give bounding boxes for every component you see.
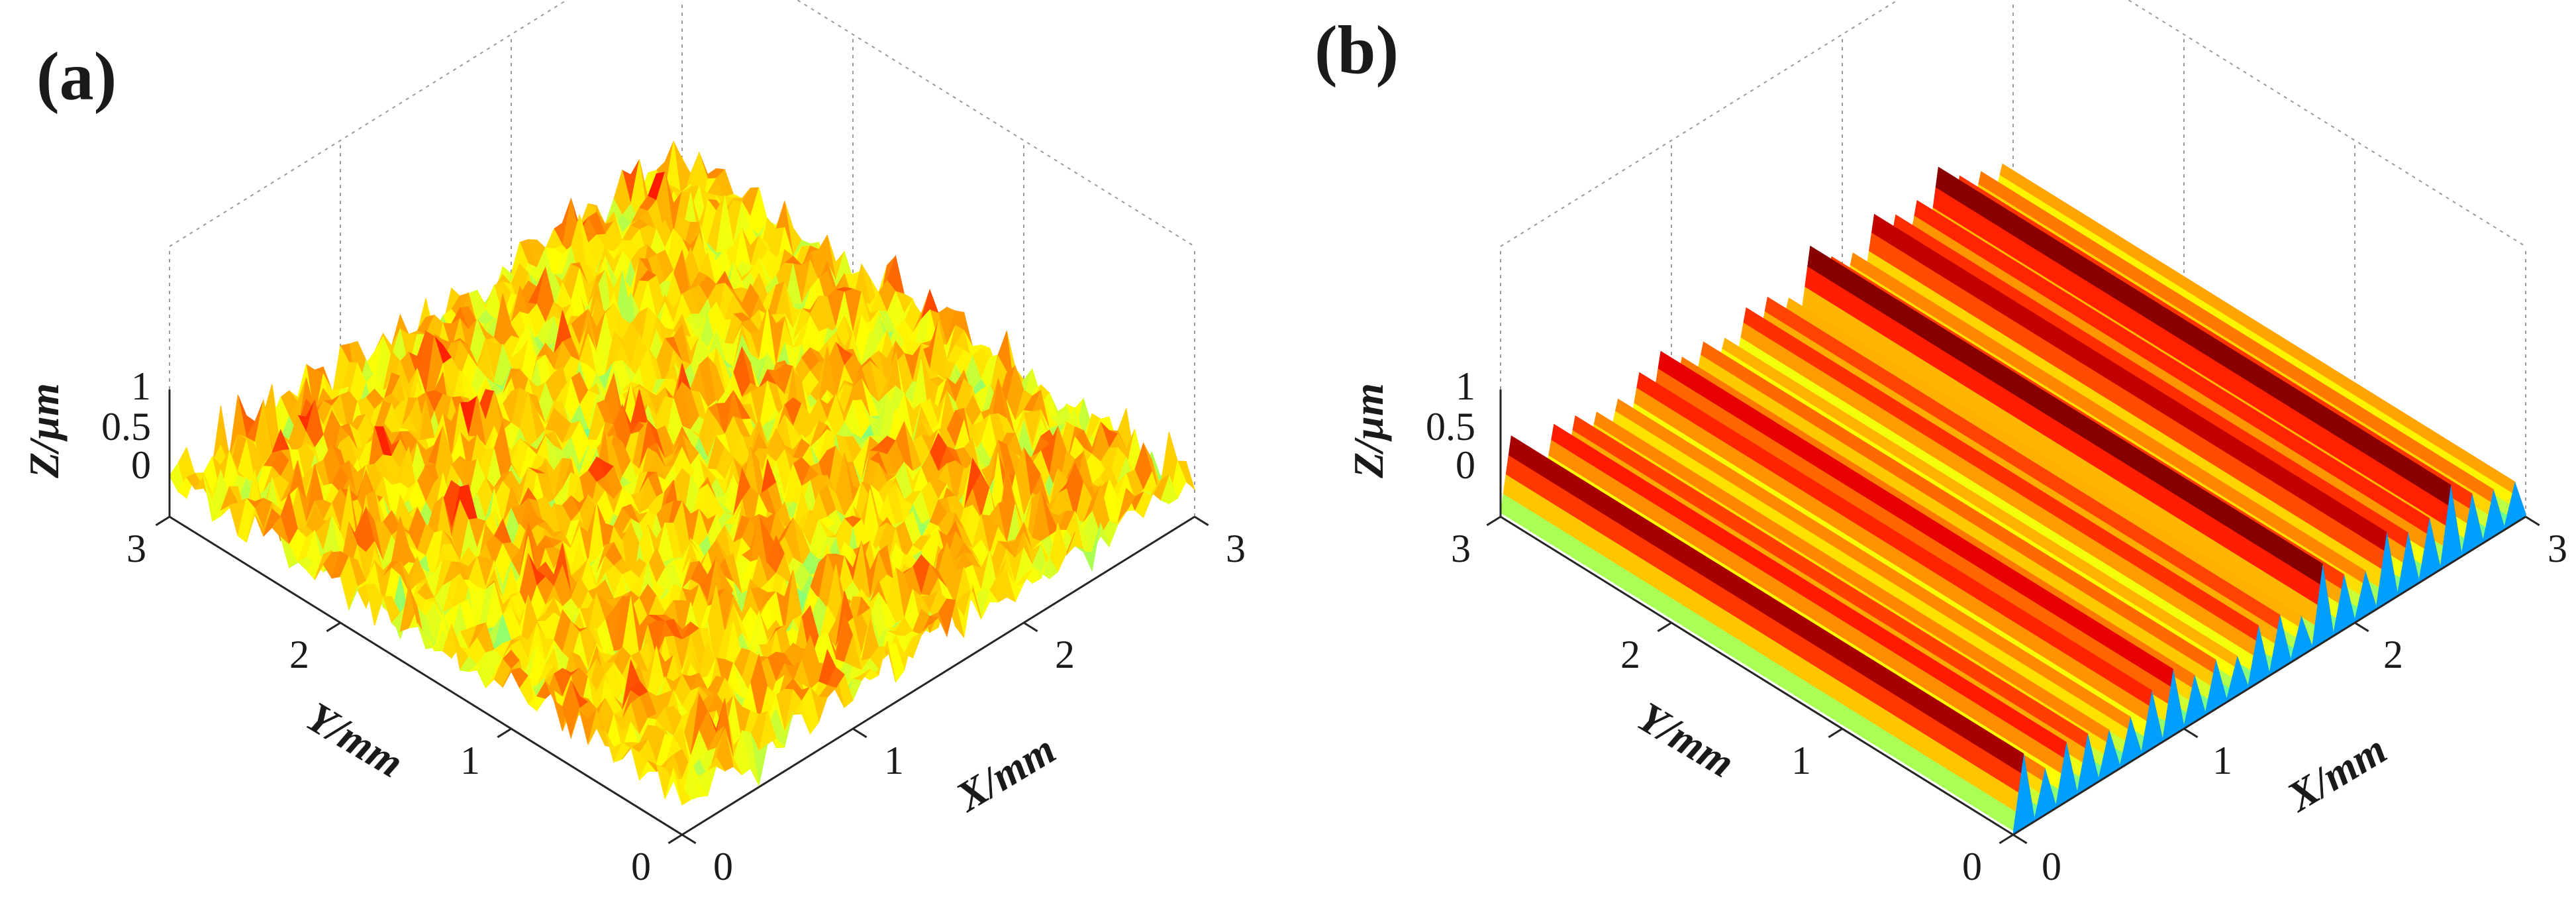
panel-a-y-tick-mark <box>155 515 170 527</box>
panel-b-x-tick-mark <box>2183 727 2199 739</box>
panel-a-label: (a) <box>36 38 117 115</box>
panel-b-ridge-cap <box>2141 690 2163 755</box>
panel-b-ridge-cap <box>2205 659 2227 715</box>
panel-b-ytick-0: 0 <box>1962 845 1982 888</box>
panel-a-x-tick-mark <box>681 833 697 845</box>
panel-b-x-tick-mark <box>2012 833 2028 845</box>
panel-b-ridge-cap <box>2248 625 2269 689</box>
panel-a-ylabel: Y/mm <box>299 693 412 786</box>
panel-b-ridge-cap <box>2162 669 2184 742</box>
panel-b-ridge-cap <box>2013 753 2035 835</box>
panel-b-ridge-cap <box>2226 656 2248 702</box>
panel-b: (b) 0 1 2 3 0 1 2 3 0 0.5 1 X/mm Y/mm Z/… <box>1314 0 2567 888</box>
panel-b-xtick-2: 2 <box>2383 633 2403 676</box>
panel-b-ridge-cap <box>2376 532 2398 609</box>
panel-a-ztick-1: 0.5 <box>101 405 151 448</box>
panel-b-ztick-1: 0.5 <box>1426 405 1475 448</box>
panel-a-surface <box>169 140 1196 806</box>
panel-b-xtick-0: 0 <box>2042 845 2061 888</box>
panel-b-label: (b) <box>1314 12 1399 88</box>
panel-a-ytick-3: 3 <box>126 527 146 570</box>
panel-a-surface-cell <box>673 768 691 806</box>
panel-b-y-tick-mark <box>1486 515 1501 527</box>
panel-b-x-tick-mark <box>2525 515 2540 527</box>
panel-a-y-tick-mark <box>497 727 512 739</box>
panel-b-ridge-cap <box>2504 482 2526 530</box>
panel-b-ridge-front <box>1743 307 2259 641</box>
panel-b-ztick-0: 0 <box>1456 443 1475 487</box>
panel-b-xtick-3: 3 <box>2548 527 2567 570</box>
panel-b-xlabel: X/mm <box>2278 725 2394 821</box>
panel-b-ridge-cap <box>2056 742 2077 808</box>
panel-a: (a) 0 1 2 3 0 1 2 3 0 0.5 1 X/mm Y/mm Z/… <box>21 0 1246 888</box>
panel-b-grid <box>1500 0 2526 517</box>
panel-a-x-tick-mark <box>1194 515 1209 527</box>
panel-b-ridge-cap <box>2483 489 2504 543</box>
panel-b-ridge-front <box>1701 341 2216 673</box>
panel-b-ridge-cap <box>2397 533 2419 596</box>
panel-a-xtick-0: 0 <box>713 845 733 888</box>
panel-b-ytick-1: 1 <box>1791 739 1811 782</box>
panel-b-ridge-front <box>1615 398 2131 729</box>
panel-b-ridge-front <box>1871 213 2387 551</box>
panel-a-axes <box>155 390 1209 845</box>
panel-b-ylabel: Y/mm <box>1630 693 1743 786</box>
panel-b-ridge-front <box>1722 337 2238 667</box>
panel-a-xtick-2: 2 <box>1055 633 1075 676</box>
panel-b-axes <box>1486 390 2540 845</box>
panel-a-ztick-0: 0 <box>131 443 151 487</box>
panel-b-ridge-cap <box>2461 494 2483 556</box>
panel-b-ridge-cap <box>2099 729 2120 782</box>
panel-b-xtick-1: 1 <box>2212 739 2232 782</box>
panel-a-xtick-1: 1 <box>884 739 904 782</box>
panel-b-grid-top <box>1500 0 2526 247</box>
panel-b-ridge-cap <box>2120 717 2142 768</box>
panel-b-ridge-cap <box>2184 674 2206 729</box>
panel-b-ridge-front <box>1764 296 2281 630</box>
panel-b-surface <box>1500 163 2526 835</box>
panel-b-ridge-front <box>1807 245 2323 585</box>
panel-b-y-tick-mark <box>1999 833 2014 845</box>
panel-b-ytick-2: 2 <box>1620 633 1640 676</box>
panel-a-grid <box>169 0 1195 517</box>
panel-a-x-axis <box>681 515 1195 836</box>
panel-b-ridge-cap <box>2355 570 2377 623</box>
panel-a-x-tick-mark <box>1023 621 1038 633</box>
panel-b-y-tick-mark <box>1828 727 1843 739</box>
panel-a-xlabel: X/mm <box>947 725 1063 821</box>
panel-a-y-axis <box>169 515 683 836</box>
panel-b-ridge-cap <box>2333 574 2355 636</box>
panel-b-x-axis <box>2012 515 2526 836</box>
panel-a-zlabel: Z/µm <box>21 383 68 479</box>
panel-b-ytick-3: 3 <box>1451 527 1471 570</box>
panel-b-ridge-front <box>1978 171 2494 503</box>
panel-a-y-tick-mark <box>326 621 341 633</box>
panel-b-ridge-front <box>1508 435 2024 774</box>
panel-a-ytick-0: 0 <box>631 845 651 888</box>
panel-b-ridge-cap <box>2312 564 2334 649</box>
panel-a-ytick-2: 2 <box>289 633 309 676</box>
panel-b-ridge-cap <box>2034 768 2056 821</box>
panel-b-ztick-2: 1 <box>1456 364 1475 408</box>
panel-b-y-tick-mark <box>1657 621 1672 633</box>
panel-b-ridge-cap <box>2269 615 2291 676</box>
panel-a-x-tick-mark <box>852 727 867 739</box>
panel-a-ztick-2: 1 <box>131 364 151 408</box>
panel-b-ridge-cap <box>2291 615 2312 662</box>
panel-a-grid-top <box>169 0 1195 247</box>
panel-a-y-tick-mark <box>668 833 683 845</box>
panel-b-ridge-cap <box>2077 733 2099 795</box>
panel-b-ridge-cap <box>2440 485 2462 570</box>
panel-a-xtick-3: 3 <box>1226 527 1246 570</box>
panel-b-zlabel: Z/µm <box>1345 383 1392 479</box>
panel-b-ridge-cap <box>2418 518 2440 583</box>
panel-b-x-tick-mark <box>2354 621 2369 633</box>
panel-b-ridge-front <box>1999 163 2516 494</box>
panel-b-y-axis <box>1500 515 2014 836</box>
panel-a-ytick-1: 1 <box>460 739 480 782</box>
